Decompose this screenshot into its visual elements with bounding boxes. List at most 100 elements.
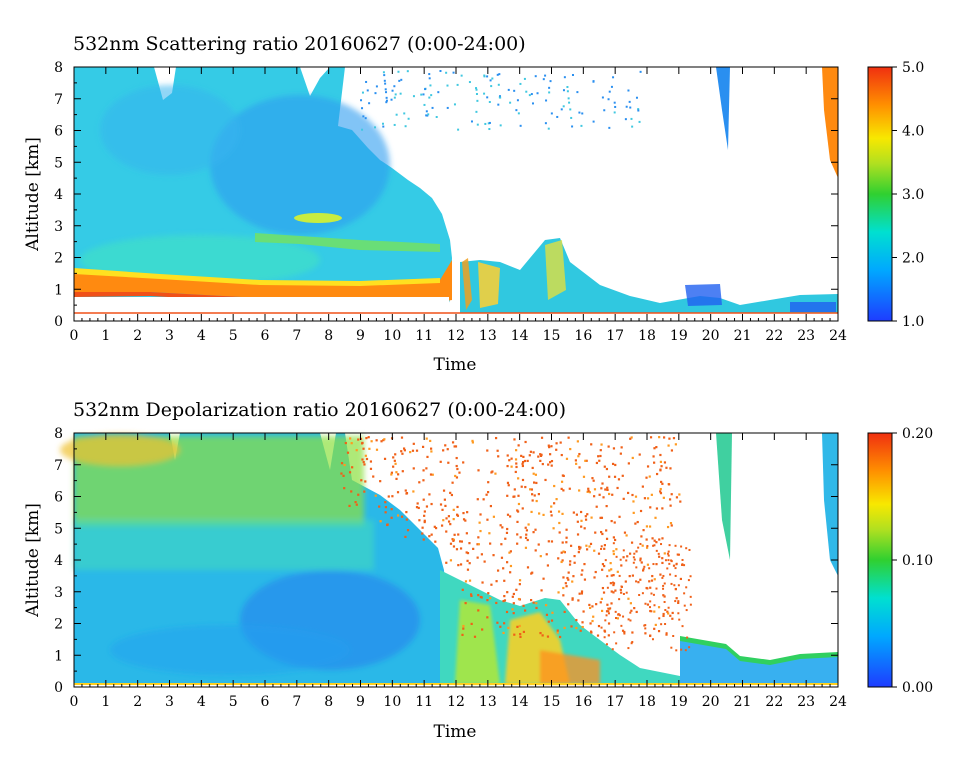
noise-dot [430,94,433,97]
noise-dot [639,70,642,73]
noise-dot [562,576,565,579]
noise-dot [477,594,480,597]
noise-dot [372,475,375,478]
noise-dot [642,529,645,532]
noise-dot [546,635,550,638]
colorbar: 1.0 2.0 3.0 4.0 5.0 [867,60,924,330]
noise-dot [497,83,500,86]
noise-dot [608,492,611,496]
noise-dot [390,471,394,474]
x-tick-label: 9 [356,694,365,710]
noise-dot [685,609,688,612]
noise-dot [568,563,572,566]
noise-dot [607,612,610,615]
noise-dot [563,551,566,554]
noise-dot [626,555,629,558]
noise-dot [541,634,544,637]
y-tick-label: 4 [54,187,63,203]
y-tick-label: 7 [54,92,63,108]
noise-dot [639,542,642,545]
noise-dot [625,534,628,537]
high-cloud [822,67,838,178]
noise-dot [605,610,609,613]
noise-dot [375,448,379,451]
noise-dot [513,438,516,441]
noise-dot [537,543,540,546]
noise-dot [670,493,673,496]
noise-dot [677,601,680,605]
x-tick-label: 9 [356,328,365,344]
noise-dot [569,560,572,563]
x-tick-label: 3 [165,328,174,344]
noise-dot [343,463,346,467]
noise-dot [516,99,519,102]
noise-dot [545,613,549,616]
noise-dot [477,609,480,612]
x-axis-label: Time [434,355,477,375]
noise-dot [445,71,448,74]
noise-dot [422,538,425,541]
noise-dot [355,449,358,452]
x-tick-label: 24 [829,694,847,710]
noise-dot [535,499,538,503]
noise-dot [618,598,621,601]
x-tick-label: 23 [797,694,815,710]
noise-dot [672,437,676,440]
noise-dot [600,443,603,446]
noise-dot [648,525,652,528]
noise-dot [431,473,434,476]
noise-dot [560,480,564,483]
noise-dot [575,618,578,622]
noise-dot [555,498,558,501]
noise-dot [462,518,466,521]
noise-dot [385,99,388,102]
noise-dot [651,574,654,578]
noise-dot [402,447,406,450]
noise-dot [649,506,652,509]
noise-dot [599,454,602,458]
noise-dot [429,447,433,450]
noise-dot [581,569,584,572]
chart-title: 532nm Depolarization ratio 20160627 (0:0… [73,399,566,421]
noise-dot [550,112,553,115]
noise-dot [409,451,412,454]
noise-dot [579,510,583,514]
noise-dot [456,514,460,517]
noise-dot [638,593,641,596]
x-tick-label: 8 [324,328,333,344]
noise-dot [660,543,663,546]
evening-layer [680,640,838,684]
noise-dot [548,91,551,94]
x-tick-label: 15 [543,328,561,344]
x-tick-label: 1 [101,694,110,710]
afternoon-cloud [462,258,472,310]
noise-dot [457,128,460,131]
noise-dot [560,453,563,457]
noise-dot [597,455,600,458]
noise-dot [629,611,632,614]
noise-dot [573,561,576,564]
noise-dot [362,460,365,464]
noise-dot [640,561,643,564]
noise-dot [496,621,499,624]
noise-dot [483,92,486,95]
noise-dot [517,597,521,601]
noise-dot [565,536,568,539]
noise-dot [456,467,459,471]
noise-dot [611,493,614,496]
noise-dot [605,529,608,532]
noise-dot [662,587,665,590]
y-tick-label: 0 [54,680,63,696]
noise-dot [588,603,591,607]
noise-dot [430,502,433,506]
noise-dot [600,516,604,519]
noise-dot [666,552,669,555]
noise-dot [506,513,510,516]
noise-dot [446,84,449,87]
noise-dot [418,481,421,484]
noise-dot [618,574,621,577]
noise-dot [635,610,638,614]
noise-dot [581,625,584,629]
noise-dot [683,564,686,567]
noise-dot [603,544,606,547]
